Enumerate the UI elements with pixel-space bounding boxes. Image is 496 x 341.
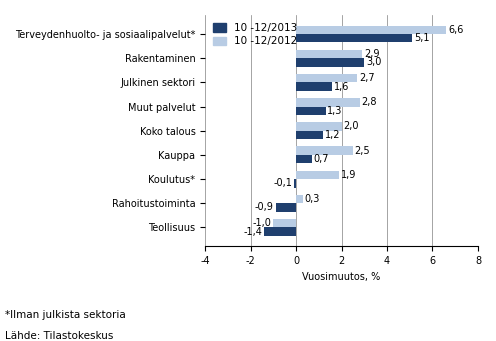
Bar bbox=[296, 106, 325, 115]
Bar bbox=[296, 146, 353, 155]
Bar bbox=[296, 34, 412, 42]
Text: 5,1: 5,1 bbox=[414, 33, 430, 43]
Bar bbox=[294, 179, 296, 188]
Text: 0,7: 0,7 bbox=[314, 154, 329, 164]
Text: 0,3: 0,3 bbox=[305, 194, 320, 204]
Text: -1,4: -1,4 bbox=[244, 227, 262, 237]
Text: *Ilman julkista sektoria: *Ilman julkista sektoria bbox=[5, 310, 125, 320]
Legend: 10 -12/2013, 10 -12/2012: 10 -12/2013, 10 -12/2012 bbox=[210, 20, 301, 49]
Bar bbox=[296, 155, 312, 163]
Text: 3,0: 3,0 bbox=[366, 57, 381, 68]
Bar bbox=[296, 26, 446, 34]
Bar bbox=[296, 98, 360, 106]
Bar bbox=[296, 82, 332, 91]
Bar bbox=[276, 203, 296, 212]
Text: 1,3: 1,3 bbox=[327, 106, 343, 116]
Text: 6,6: 6,6 bbox=[448, 25, 463, 35]
Text: 2,9: 2,9 bbox=[364, 49, 379, 59]
Bar bbox=[296, 195, 303, 203]
Text: 1,6: 1,6 bbox=[334, 81, 350, 92]
Text: -1,0: -1,0 bbox=[252, 218, 271, 228]
X-axis label: Vuosimuutos, %: Vuosimuutos, % bbox=[303, 272, 380, 282]
Text: -0,1: -0,1 bbox=[273, 178, 292, 188]
Bar bbox=[296, 58, 364, 66]
Text: -0,9: -0,9 bbox=[255, 203, 274, 212]
Text: 1,9: 1,9 bbox=[341, 170, 357, 180]
Text: Lähde: Tilastokeskus: Lähde: Tilastokeskus bbox=[5, 331, 113, 341]
Bar bbox=[273, 219, 296, 227]
Bar bbox=[296, 170, 339, 179]
Text: 2,8: 2,8 bbox=[362, 97, 377, 107]
Bar bbox=[264, 227, 296, 236]
Bar bbox=[296, 122, 342, 131]
Bar bbox=[296, 74, 358, 82]
Bar bbox=[296, 50, 362, 58]
Text: 1,2: 1,2 bbox=[325, 130, 341, 140]
Text: 2,0: 2,0 bbox=[343, 121, 359, 132]
Text: 2,7: 2,7 bbox=[359, 73, 375, 83]
Bar bbox=[296, 131, 323, 139]
Text: 2,5: 2,5 bbox=[355, 146, 371, 155]
